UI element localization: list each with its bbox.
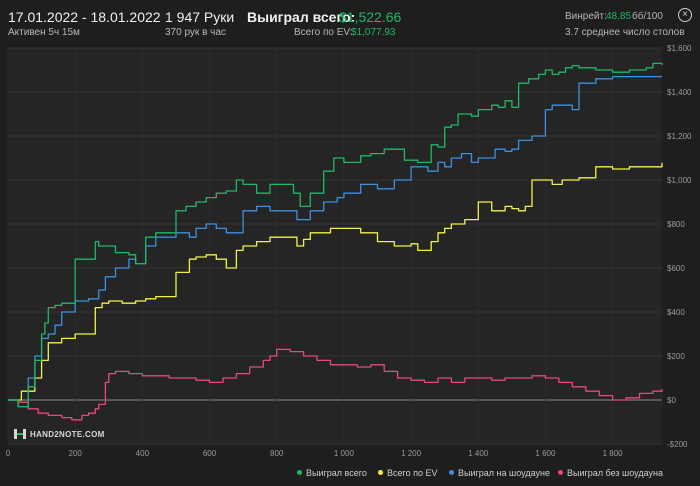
legend-label: Выиграл без шоудауна — [567, 468, 663, 478]
legend-label: Всего по EV — [387, 468, 438, 478]
x-tick-label: 1 800 — [603, 449, 624, 458]
y-tick-label: $1,600 — [667, 44, 692, 53]
y-tick-label: $400 — [667, 308, 685, 317]
x-tick-label: 1 000 — [334, 449, 355, 458]
won-total-value: $1,522.66 — [339, 9, 402, 25]
y-tick-label: $800 — [667, 220, 685, 229]
winrate-unit: бб/100 — [632, 11, 663, 22]
hands-rate: 370 рук в час — [165, 27, 226, 38]
winrate-value: 48.85 — [606, 11, 632, 22]
x-tick-label: 1 400 — [468, 449, 489, 458]
series-line — [8, 162, 663, 401]
tables-average: 3.7 среднее число столов — [565, 27, 685, 38]
y-tick-label: $1,200 — [667, 132, 692, 141]
logo-text: HAND2NOTE.COM — [30, 430, 105, 439]
winrate-label: Винрейт: — [565, 11, 607, 22]
ev-label: Всего по EV: — [294, 27, 353, 38]
x-tick-label: 400 — [136, 449, 150, 458]
y-tick-label: $200 — [667, 352, 685, 361]
legend-dot — [558, 470, 563, 475]
legend-dot — [449, 470, 454, 475]
x-tick-label: 1 200 — [401, 449, 422, 458]
legend-item-non-showdown[interactable]: Выиграл без шоудауна — [558, 468, 663, 478]
active-time: Активен 5ч 15м — [8, 27, 80, 38]
winnings-chart: -$200 $0 $200 $400 $600 $800 $1,000 $1,200 $1,40… — [6, 44, 692, 458]
logo-icon — [14, 429, 26, 439]
y-tick-label: $600 — [667, 264, 685, 273]
series-line — [8, 75, 662, 408]
x-tick-label: 800 — [270, 449, 284, 458]
legend-dot — [297, 470, 302, 475]
legend-label: Выиграл всего — [306, 468, 367, 478]
x-tick-label: 200 — [69, 449, 83, 458]
close-icon[interactable]: × — [678, 8, 692, 22]
date-range: 17.01.2022 - 18.01.2022 — [8, 9, 161, 25]
y-tick-label: $0 — [667, 396, 676, 405]
won-total-label: Выиграл всего: — [247, 9, 356, 25]
legend-label: Выиграл на шоудауне — [458, 468, 550, 478]
x-tick-label: 0 — [6, 449, 11, 458]
legend-dot — [378, 470, 383, 475]
x-tick-label: 1 600 — [535, 449, 556, 458]
y-tick-label: -$200 — [667, 440, 688, 449]
legend-item-won-total[interactable]: Выиграл всего — [297, 468, 367, 478]
header-bar: 17.01.2022 - 18.01.2022 Активен 5ч 15м 1… — [0, 0, 700, 40]
y-tick-label: $1,000 — [667, 176, 692, 185]
ev-value: $1,077.93 — [351, 27, 396, 38]
hand2note-logo: HAND2NOTE.COM — [14, 429, 105, 439]
legend-item-ev[interactable]: Всего по EV — [378, 468, 437, 478]
series-line — [8, 348, 663, 421]
x-tick-label: 600 — [203, 449, 217, 458]
series-line — [8, 62, 663, 408]
legend-item-showdown[interactable]: Выиграл на шоудауне — [449, 468, 550, 478]
y-tick-label: $1,400 — [667, 88, 692, 97]
hands-count: 1 947 Руки — [165, 9, 235, 25]
